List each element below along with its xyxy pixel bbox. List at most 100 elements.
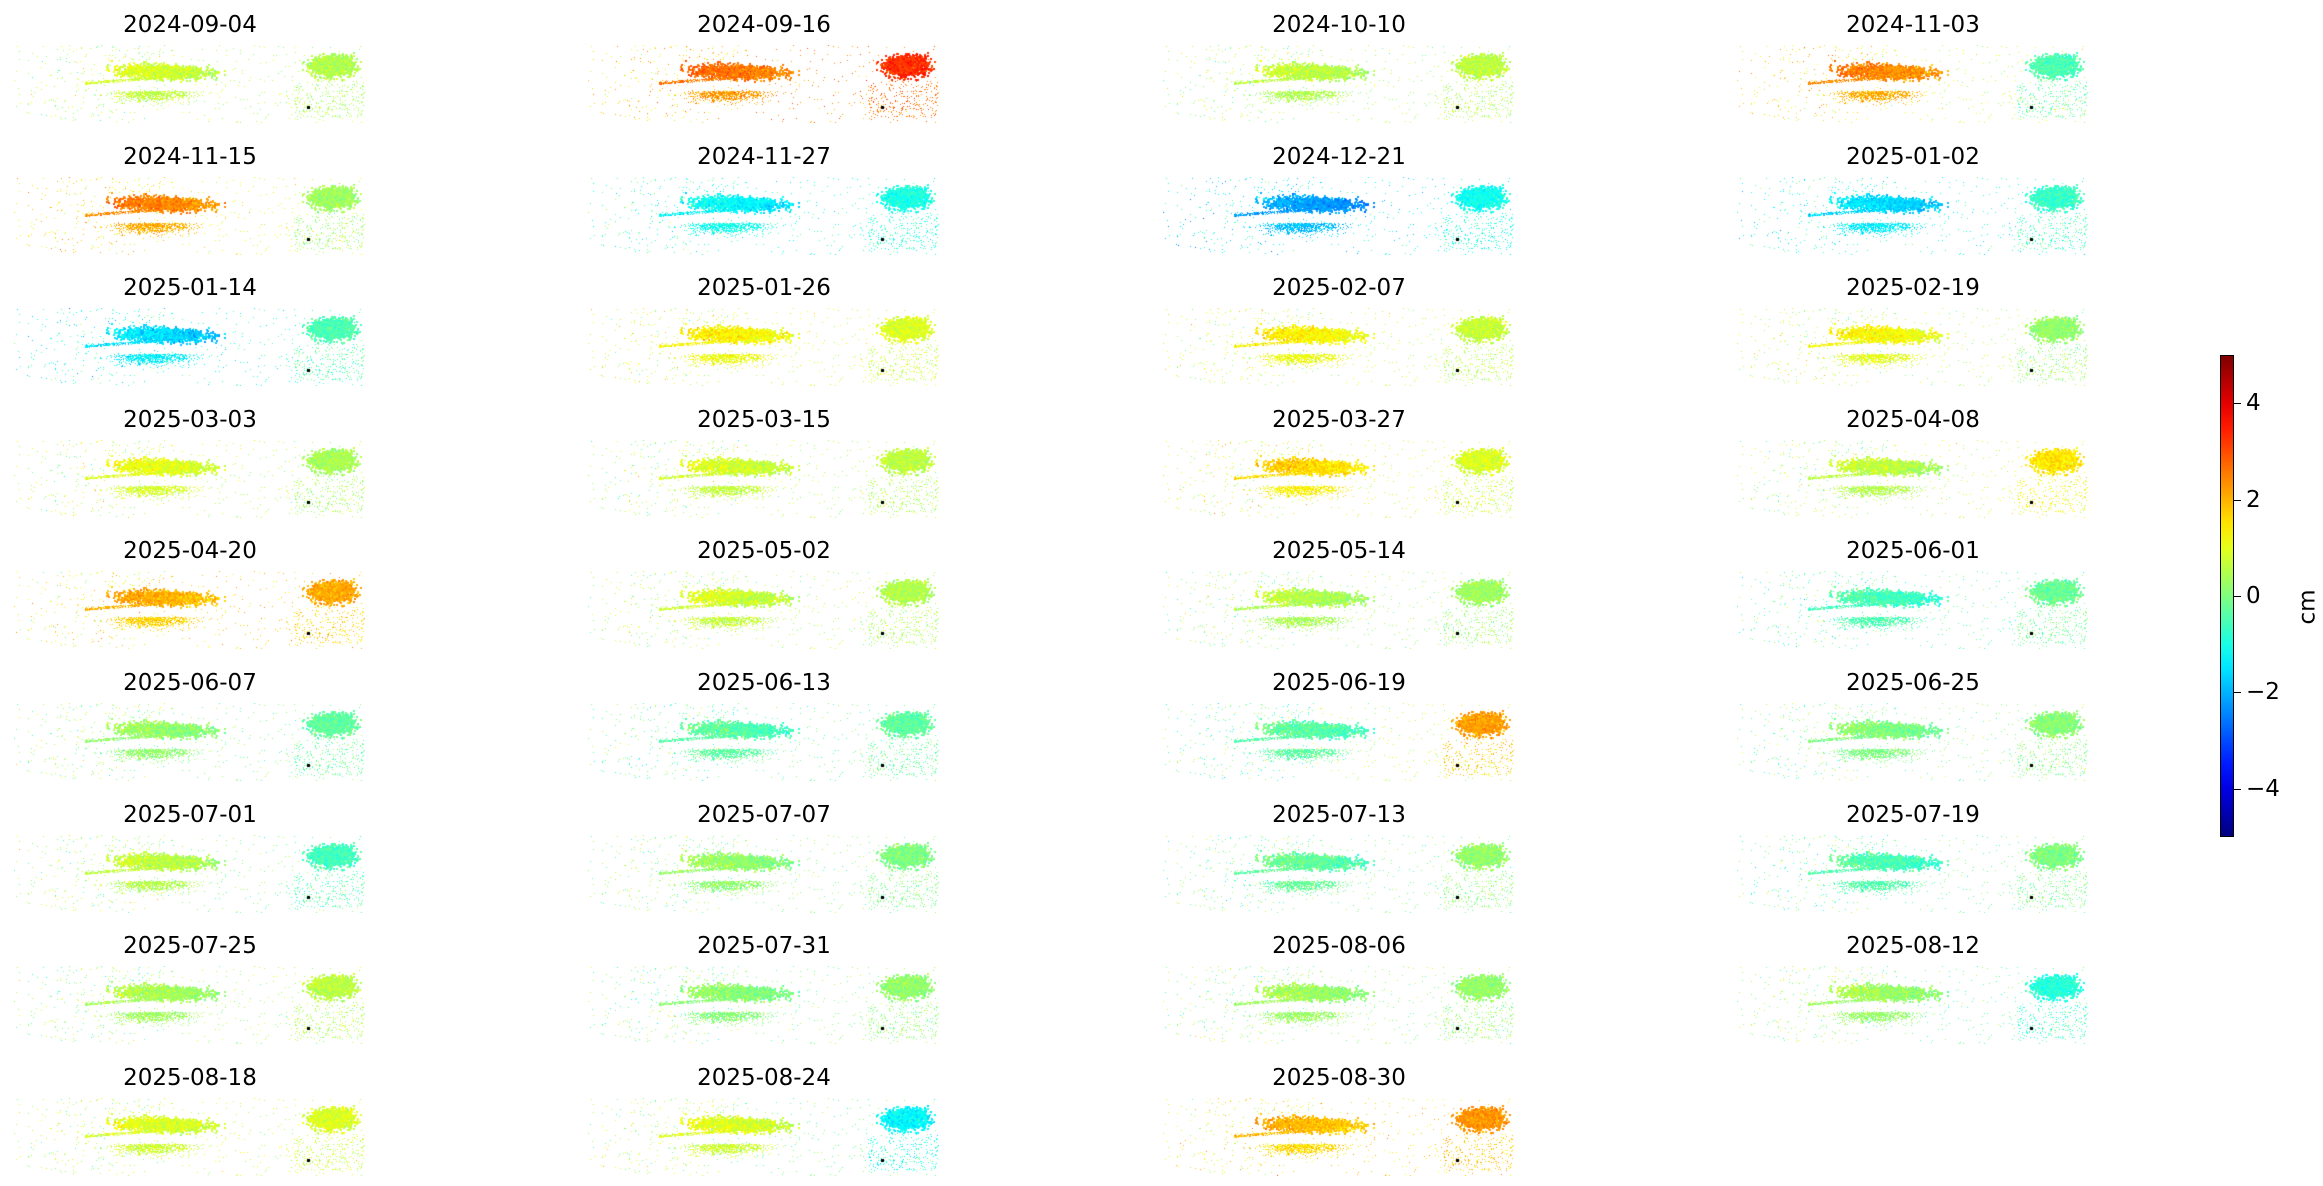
displacement-map [1737,966,2089,1044]
displacement-map [14,571,366,649]
map-panel: 2025-06-07 [14,670,366,782]
panel-date-title: 2025-06-13 [697,670,831,696]
panel-date-title: 2025-02-07 [1272,275,1406,301]
panel-date-title: 2025-07-01 [123,802,257,828]
panel-date-title: 2025-01-02 [1846,144,1980,170]
colorbar-tick [2234,596,2241,597]
map-panel: 2025-07-13 [1163,802,1515,914]
map-panel: 2025-01-02 [1737,144,2089,256]
displacement-map [588,177,940,255]
map-panel: 2024-12-21 [1163,144,1515,256]
displacement-map [1163,45,1515,123]
map-panel: 2025-07-07 [588,802,940,914]
map-panel: 2025-05-14 [1163,538,1515,650]
displacement-map [14,835,366,913]
map-panel: 2024-09-04 [14,12,366,124]
map-panel: 2025-03-03 [14,407,366,519]
panel-date-title: 2024-10-10 [1272,12,1406,38]
panel-date-title: 2024-11-27 [697,144,831,170]
map-panel: 2025-06-13 [588,670,940,782]
panel-date-title: 2025-05-02 [697,538,831,564]
panel-date-title: 2025-07-25 [123,933,257,959]
displacement-map [1737,835,2089,913]
displacement-map [1163,835,1515,913]
colorbar-tick [2234,692,2241,693]
displacement-map [1163,308,1515,386]
panel-date-title: 2025-03-27 [1272,407,1406,433]
map-panel: 2025-08-06 [1163,933,1515,1045]
displacement-map [588,703,940,781]
displacement-map [14,703,366,781]
panel-date-title: 2025-05-14 [1272,538,1406,564]
map-panel: 2025-03-27 [1163,407,1515,519]
colorbar-tick-label: −4 [2246,776,2280,802]
map-panel: 2025-03-15 [588,407,940,519]
map-panel: 2024-11-15 [14,144,366,256]
map-panel: 2025-05-02 [588,538,940,650]
map-panel: 2025-08-12 [1737,933,2089,1045]
displacement-map [588,440,940,518]
colorbar-tick [2234,500,2241,501]
panel-date-title: 2025-07-13 [1272,802,1406,828]
displacement-map [588,45,940,123]
panel-date-title: 2025-07-07 [697,802,831,828]
map-panel: 2025-07-25 [14,933,366,1045]
displacement-map [588,1098,940,1176]
panel-date-title: 2025-03-03 [123,407,257,433]
map-panel: 2025-01-26 [588,275,940,387]
panel-date-title: 2025-06-19 [1272,670,1406,696]
displacement-map [1163,177,1515,255]
panel-date-title: 2025-06-07 [123,670,257,696]
map-panel: 2025-02-07 [1163,275,1515,387]
map-panel: 2025-08-30 [1163,1065,1515,1177]
displacement-map [1163,703,1515,781]
displacement-map [1163,571,1515,649]
panel-date-title: 2025-06-01 [1846,538,1980,564]
panel-date-title: 2024-11-15 [123,144,257,170]
colorbar-tick-label: 2 [2246,487,2261,513]
map-panel: 2024-09-16 [588,12,940,124]
colorbar-unit-label: cm [2294,589,2321,625]
map-panel: 2024-11-27 [588,144,940,256]
displacement-map [1737,45,2089,123]
displacement-map [14,308,366,386]
colorbar-tick [2234,789,2241,790]
panel-date-title: 2025-08-12 [1846,933,1980,959]
map-panel: 2025-04-08 [1737,407,2089,519]
displacement-map [1737,308,2089,386]
displacement-map [1163,440,1515,518]
panel-date-title: 2025-04-20 [123,538,257,564]
colorbar-tick-label: −2 [2246,679,2280,705]
panel-date-title: 2024-09-16 [697,12,831,38]
panel-date-title: 2025-04-08 [1846,407,1980,433]
displacement-map [1737,440,2089,518]
displacement-map [1163,966,1515,1044]
displacement-map [588,308,940,386]
map-panel: 2025-06-01 [1737,538,2089,650]
panel-date-title: 2025-08-30 [1272,1065,1406,1091]
colorbar-tick [2234,403,2241,404]
map-panel: 2025-08-24 [588,1065,940,1177]
displacement-map [14,1098,366,1176]
displacement-map [588,571,940,649]
panel-date-title: 2024-11-03 [1846,12,1980,38]
map-panel: 2024-11-03 [1737,12,2089,124]
panel-date-title: 2025-08-06 [1272,933,1406,959]
map-panel: 2025-07-19 [1737,802,2089,914]
displacement-map [14,440,366,518]
map-panel: 2025-06-19 [1163,670,1515,782]
map-panel: 2025-07-31 [588,933,940,1045]
panel-date-title: 2025-07-19 [1846,802,1980,828]
displacement-map [1737,571,2089,649]
panel-date-title: 2025-02-19 [1846,275,1980,301]
map-panel: 2025-08-18 [14,1065,366,1177]
panel-date-title: 2025-08-18 [123,1065,257,1091]
panel-date-title: 2025-07-31 [697,933,831,959]
panel-date-title: 2025-08-24 [697,1065,831,1091]
colorbar-tick-label: 4 [2246,390,2261,416]
map-panel: 2025-01-14 [14,275,366,387]
colorbar-tick-label: 0 [2246,583,2261,609]
map-panel: 2025-07-01 [14,802,366,914]
displacement-map [1163,1098,1515,1176]
